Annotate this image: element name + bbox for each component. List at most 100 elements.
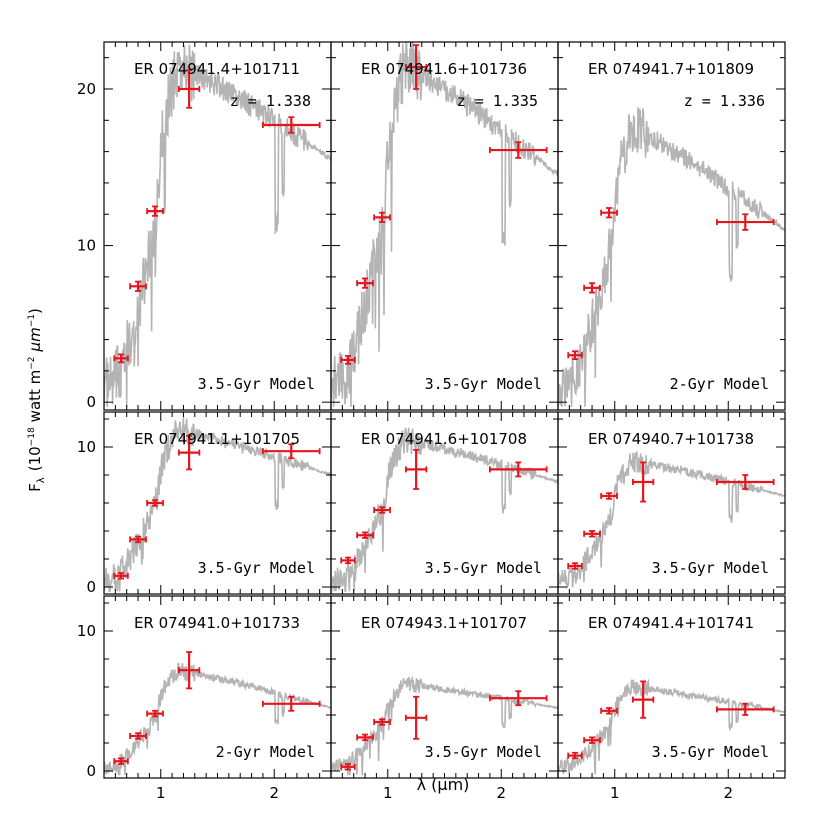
photometry-point xyxy=(261,116,321,134)
photometry-point xyxy=(405,448,428,490)
photometry-point xyxy=(373,718,391,726)
photometry-point xyxy=(146,499,164,507)
photometry-point xyxy=(340,556,356,565)
photometry-point xyxy=(583,736,601,744)
photometry-point xyxy=(129,535,147,544)
model-spectrum-line xyxy=(104,417,331,592)
object-name: ER 074940.7+101738 xyxy=(588,430,754,448)
x-tick-label: 1 xyxy=(610,784,620,802)
photometry-point xyxy=(716,213,775,231)
object-name: ER 074941.4+101741 xyxy=(588,614,754,632)
photometry-point xyxy=(567,562,583,570)
y-label-close: ) xyxy=(26,308,44,314)
photometry-point xyxy=(373,506,391,514)
photometry-point xyxy=(146,205,164,217)
photometry-point xyxy=(583,530,601,538)
y-label-main: F xyxy=(26,483,44,492)
y-tick-label: 10 xyxy=(77,622,96,640)
photometry-point xyxy=(356,277,374,289)
y-label-exp1: −18 xyxy=(27,427,37,446)
model-label: 3.5-Gyr Model xyxy=(198,375,315,393)
photometry-point xyxy=(567,751,583,760)
photometry-point xyxy=(600,707,618,715)
photometry-point xyxy=(373,211,391,223)
x-tick-label: 1 xyxy=(383,784,393,802)
model-label: 3.5-Gyr Model xyxy=(652,743,769,761)
x-tick-label: 2 xyxy=(723,784,733,802)
y-axis-label: Fλ (10−18 watt m−2 μm−1) xyxy=(26,308,47,492)
y-tick-label: 20 xyxy=(77,80,96,98)
object-name: ER 074941.0+101733 xyxy=(134,614,300,632)
y-tick-label: 10 xyxy=(77,237,96,255)
y-tick-label: 10 xyxy=(77,438,96,456)
photometry-point xyxy=(261,443,321,460)
panel-9: 1 2 ER 074941.4+101741 3.5-Gyr Model xyxy=(557,595,786,802)
panel-6: ER 074940.7+101738 3.5-Gyr Model xyxy=(557,411,786,595)
photometry-point xyxy=(340,763,356,771)
y-label-exp3: −1 xyxy=(27,314,37,327)
photometry-point xyxy=(600,492,618,500)
photometry-point xyxy=(356,531,374,539)
y-label-sub: λ xyxy=(36,477,47,483)
photometry-point xyxy=(716,474,775,490)
photometry-point xyxy=(356,733,374,742)
model-spectrum-line xyxy=(331,42,558,407)
model-label: 3.5-Gyr Model xyxy=(198,559,315,577)
panel-4: 0 10 ER 074941.1+101705 3.5-Gyr Model xyxy=(77,411,332,596)
object-name: ER 074941.6+101736 xyxy=(361,60,527,78)
redshift-label: z = 1.335 xyxy=(457,92,538,110)
panel-3: ER 074941.7+101809 z = 1.336 2-Gyr Model xyxy=(557,41,786,411)
y-tick-label: 0 xyxy=(86,393,96,411)
y-label-mid: watt m xyxy=(26,370,44,423)
photometry-point xyxy=(113,572,129,580)
model-label: 2-Gyr Model xyxy=(216,743,315,761)
photometry-point xyxy=(488,690,548,707)
model-label: 3.5-Gyr Model xyxy=(425,559,542,577)
photometry-point xyxy=(129,280,147,292)
panel-2: ER 074941.6+101736 z = 1.335 3.5-Gyr Model xyxy=(330,41,559,411)
photometry-point xyxy=(261,695,321,712)
y-tick-label: 0 xyxy=(86,578,96,596)
photometry-point xyxy=(632,461,655,503)
x-axis-label: λ (μm) xyxy=(417,775,470,794)
object-name: ER 074941.7+101809 xyxy=(588,60,754,78)
y-tick-label: 0 xyxy=(86,762,96,780)
x-tick-label: 1 xyxy=(156,784,166,802)
photometry-point xyxy=(113,353,129,364)
panel-7: 0 10 1 2 ER 074941.0+101733 2-Gyr Model xyxy=(77,595,332,802)
photometry-point xyxy=(716,702,775,716)
photometry-point xyxy=(178,69,201,109)
model-label: 3.5-Gyr Model xyxy=(425,743,542,761)
photometry-point xyxy=(178,651,201,690)
photometry-point xyxy=(583,282,601,294)
panel-5: ER 074941.6+101708 3.5-Gyr Model xyxy=(330,411,559,595)
object-name: ER 074941.6+101708 xyxy=(361,430,527,448)
panel-8: 1 2 ER 074943.1+101707 3.5-Gyr Model xyxy=(330,595,559,802)
redshift-label: z = 1.336 xyxy=(684,92,765,110)
photometry-point xyxy=(405,44,428,90)
photometry-point xyxy=(600,207,618,219)
panel-1: 0 10 20 ER 074941.4+101711 z = 1.338 3.5-Gyr … xyxy=(77,41,332,411)
y-label-mu: μm xyxy=(26,327,44,352)
redshift-label: z = 1.338 xyxy=(230,92,311,110)
photometry-point xyxy=(567,350,583,361)
photometry-point xyxy=(178,434,201,471)
object-name: ER 074943.1+101707 xyxy=(361,614,527,632)
photometry-point xyxy=(129,732,147,740)
model-label: 2-Gyr Model xyxy=(670,375,769,393)
model-label: 3.5-Gyr Model xyxy=(652,559,769,577)
model-label: 3.5-Gyr Model xyxy=(425,375,542,393)
y-label-open: (10 xyxy=(26,446,44,471)
photometry-point xyxy=(340,355,356,365)
object-name: ER 074941.4+101711 xyxy=(134,60,300,78)
photometry-point xyxy=(632,680,655,719)
photometry-point xyxy=(113,757,129,765)
photometry-point xyxy=(405,695,428,740)
model-spectrum-line xyxy=(558,107,785,407)
model-spectrum-line xyxy=(558,451,785,592)
x-tick-label: 2 xyxy=(269,784,279,802)
photometry-point xyxy=(146,709,164,718)
photometry-point xyxy=(488,461,548,478)
